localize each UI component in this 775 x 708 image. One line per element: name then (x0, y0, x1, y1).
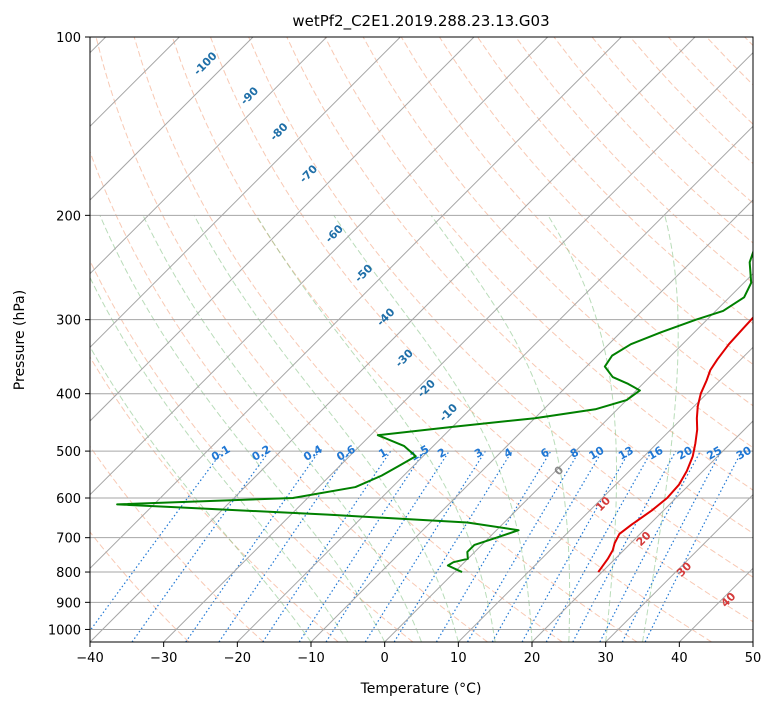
isotherm-line (90, 37, 622, 570)
moist-adiabat-line (642, 215, 679, 642)
mixing-ratio-line (131, 450, 270, 642)
dry-adiabat-line (90, 356, 339, 642)
y-tick-label: 100 (56, 31, 81, 46)
y-tick-label: 800 (56, 566, 81, 581)
isotherm-line (236, 125, 753, 642)
y-tick-label: 1000 (48, 623, 81, 638)
moist-adiabat-line (547, 215, 618, 642)
mixing-ratio-label: 30 (734, 444, 754, 463)
mixing-ratio-line (298, 450, 425, 642)
dry-adiabat-line (90, 531, 190, 642)
y-axis-label: Pressure (hPa) (12, 290, 28, 390)
isotherm-line (605, 493, 753, 642)
y-tick-label: 400 (56, 388, 81, 403)
dry-adiabat-line (90, 150, 488, 642)
mixing-ratio-line (218, 450, 351, 642)
dewpoint-series-line (116, 249, 753, 573)
chart-title: wetPf2_C2E1.2019.288.23.13.G03 (292, 12, 549, 31)
x-tick-label: −10 (297, 651, 324, 666)
mixing-ratio-line (393, 450, 513, 642)
dry-adiabat-line (133, 37, 638, 642)
dry-adiabat-line (90, 445, 264, 642)
y-tick-label: 900 (56, 596, 81, 611)
y-tick-label: 500 (56, 445, 81, 460)
x-axis-label: Temperature (°C) (360, 681, 482, 697)
dry-adiabat-line (95, 37, 563, 642)
moist-adiabat-line (333, 215, 533, 642)
isotherm-line (90, 37, 696, 642)
x-tick-label: −20 (224, 651, 251, 666)
dry-adiabat-line (248, 37, 753, 578)
mixing-ratio-line (262, 450, 392, 642)
isotherm-line (90, 37, 254, 201)
moist-adiabat-line (142, 215, 422, 642)
x-tick-label: 20 (524, 651, 541, 666)
temperature-series-line (597, 316, 753, 573)
y-tick-label: 200 (56, 209, 81, 224)
dry-adiabat-line (210, 37, 753, 623)
isotherm-line (90, 37, 549, 496)
x-tick-label: −40 (76, 651, 103, 666)
isotherm-line (310, 199, 753, 642)
x-axis: −40 −30 −20 −10 0 10 20 30 40 50 (76, 642, 761, 666)
y-axis: 100 200 300 400 500 600 700 800 900 1000 (48, 31, 90, 638)
dry-adiabat-line (439, 37, 753, 366)
mixing-ratio-line (185, 450, 320, 642)
isotherm-line (90, 37, 328, 275)
x-tick-label: −30 (150, 651, 177, 666)
moist-adiabat-line (90, 276, 349, 642)
isotherm-line (457, 346, 753, 642)
x-tick-label: 10 (450, 651, 467, 666)
plot-frame (89, 36, 754, 643)
isotherm-line (90, 37, 401, 349)
mixing-ratio-line (644, 450, 743, 642)
mixing-ratio-line (521, 450, 631, 642)
y-tick-label: 300 (56, 314, 81, 329)
isotherm-line (90, 37, 475, 422)
isotherm-line (163, 51, 753, 642)
y-tick-label: 700 (56, 532, 81, 547)
moist-adiabat-line (193, 215, 459, 642)
x-tick-label: 50 (745, 651, 762, 666)
mixing-ratio-line (90, 450, 223, 632)
dry-adiabat-line (400, 37, 753, 407)
y-tick-label: 600 (56, 492, 81, 507)
mixing-ratio-line (325, 450, 450, 642)
x-tick-label: 0 (381, 651, 389, 666)
isotherm-line (531, 420, 753, 642)
mixing-ratio-line (545, 450, 653, 642)
x-tick-label: 40 (671, 651, 688, 666)
mixing-ratio-line (572, 450, 677, 642)
moist-adiabat-line (255, 215, 496, 642)
profile-series (116, 249, 753, 573)
x-tick-label: 30 (597, 651, 614, 666)
